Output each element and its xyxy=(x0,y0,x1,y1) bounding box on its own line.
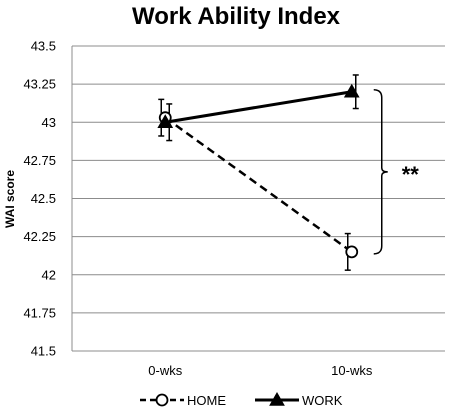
significance-annotation: ** xyxy=(373,89,420,255)
y-tick-label: 41.75 xyxy=(23,305,56,320)
legend: HOME WORK xyxy=(140,391,343,408)
y-axis-label: WAI score xyxy=(3,170,17,228)
marker-home xyxy=(345,245,359,259)
series-line-home xyxy=(164,116,353,253)
y-tick-label: 43.5 xyxy=(31,39,56,54)
series-lines xyxy=(164,90,353,253)
y-tick-labels: 41.5 41.75 42 42.25 42.5 42.75 43 43.25 43.5 xyxy=(23,39,56,359)
significance-marker: ** xyxy=(402,162,420,187)
series-line-work xyxy=(165,90,352,124)
y-tick-label: 42.25 xyxy=(23,229,56,244)
error-bars xyxy=(158,74,359,271)
y-tick-label: 43 xyxy=(42,115,56,130)
x-tick-label: 10-wks xyxy=(331,363,373,378)
legend-marker-work xyxy=(269,391,285,406)
marker-work xyxy=(157,114,174,128)
y-tick-label: 42 xyxy=(42,267,56,282)
marker-work xyxy=(343,83,360,98)
x-tick-label: 0-wks xyxy=(148,363,182,378)
chart-title: Work Ability Index xyxy=(132,3,341,30)
y-tick-label: 43.25 xyxy=(23,77,56,92)
y-tick-label: 42.75 xyxy=(23,153,56,168)
gridlines xyxy=(71,45,445,352)
x-tick-labels: 0-wks 10-wks xyxy=(148,363,373,378)
legend-marker-home xyxy=(155,393,169,407)
y-tick-label: 41.5 xyxy=(31,344,56,359)
significance-bracket xyxy=(373,89,388,255)
legend-label-work: WORK xyxy=(302,393,343,408)
data-markers xyxy=(157,83,360,259)
y-tick-label: 42.5 xyxy=(31,191,56,206)
legend-label-home: HOME xyxy=(187,393,226,408)
